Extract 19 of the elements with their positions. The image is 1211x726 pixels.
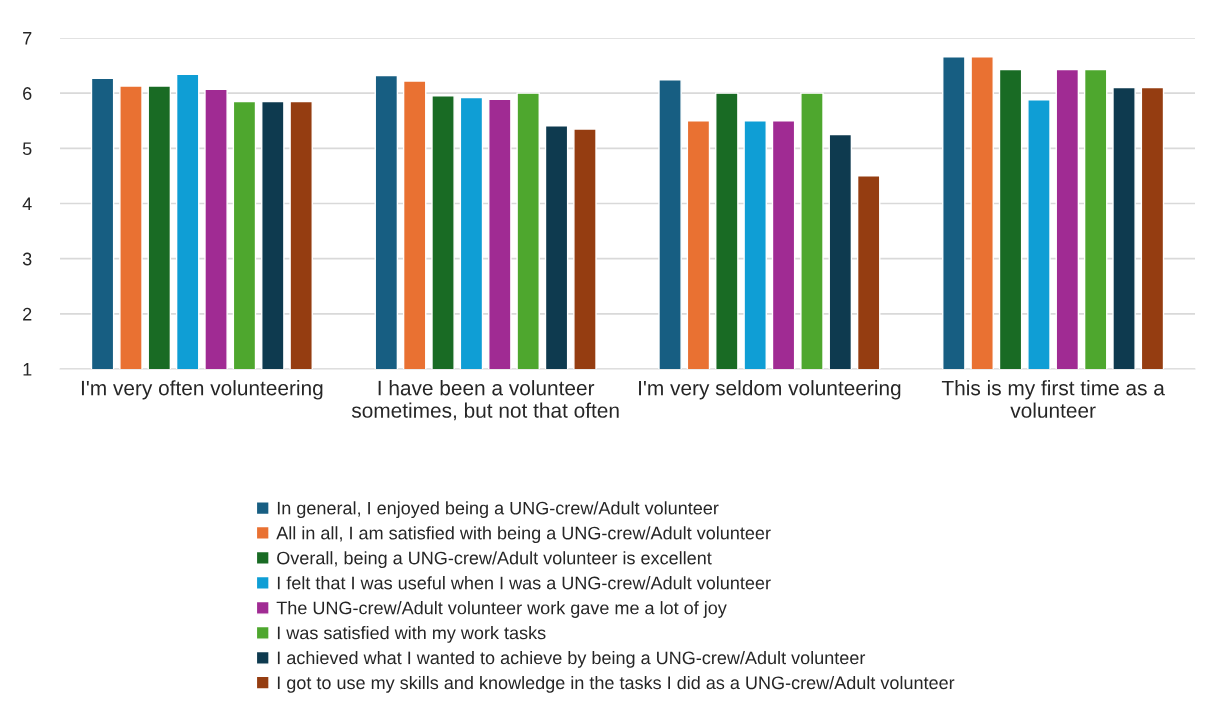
legend-label: The UNG-crew/Adult volunteer work gave me a lot of joy (276, 601, 727, 618)
legend-label: I was satisfied with my work tasks (277, 626, 546, 643)
y-tick-label: 4 (22, 197, 32, 211)
x-tick-label: I'm very often volunteering (81, 380, 323, 400)
x-tick-label: This is my first time as a volunteer (941, 380, 1165, 418)
y-tick-label: 5 (22, 142, 32, 156)
y-tick-label: 6 (23, 87, 32, 100)
legend-label: I got to use my skills and knowledge in the tasks I did as a UNG-crew/Adult volunteer (277, 675, 955, 693)
legend-label: In general, I enjoyed being a UNG-crew/Adult volunteer (277, 501, 719, 519)
y-tick-label: 2 (23, 307, 32, 321)
legend-label: I achieved what I wanted to achieve by being a UNG-crew/Adult volunteer (277, 650, 866, 668)
y-tick-label: 1 (23, 363, 32, 376)
y-tick-label: 7 (23, 32, 32, 45)
x-tick-label: I'm very seldom volunteering (639, 380, 901, 400)
legend-label: Overall, being a UNG-crew/Adult volunteer is excellent (277, 551, 712, 568)
legend-label: All in all, I am satisfied with being a UNG-crew/Adult volunteer (276, 526, 771, 544)
legend-label: I felt that I was useful when I was a UNG-crew/Adult volunteer (277, 576, 771, 590)
x-tick-label: I have been a volunteer sometimes, but not that often (351, 380, 619, 421)
y-tick-label: 3 (22, 252, 32, 266)
